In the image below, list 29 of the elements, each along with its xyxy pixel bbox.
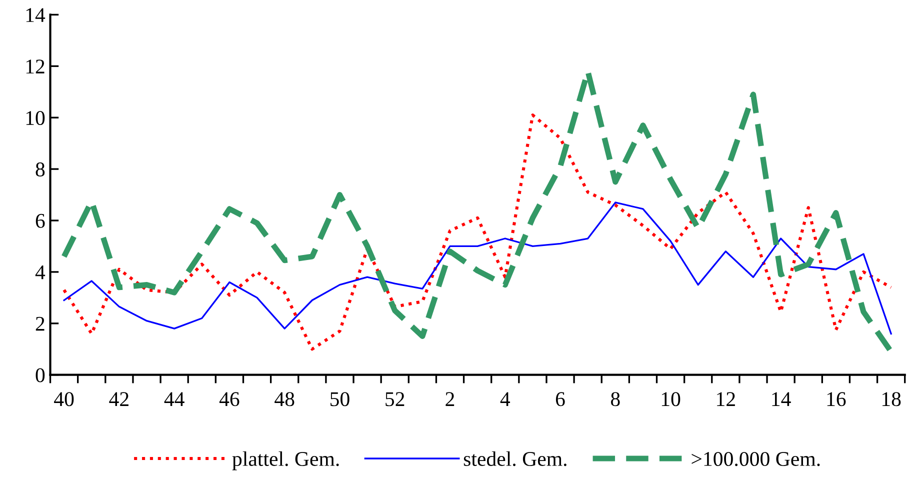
x-tick-label: 10	[662, 392, 680, 406]
x-tick-label: 50	[330, 392, 350, 406]
x-tick-label: 16	[827, 392, 846, 406]
x-tick-label: 2	[446, 392, 454, 406]
y-tick-label: 0	[36, 368, 45, 382]
legend-label: >100.000 Gem.	[692, 452, 820, 466]
legend-label: plattel. Gem.	[232, 451, 339, 470]
x-tick-label: 8	[610, 392, 620, 406]
x-tick-label: 46	[219, 392, 240, 406]
x-tick-label: 42	[109, 392, 128, 406]
line-series	[62, 114, 893, 351]
legend-label: stedel. Gem.	[464, 451, 566, 466]
x-tick-label: 18	[882, 392, 901, 406]
y-tick-label: 2	[36, 316, 44, 331]
x-tick-label: 14	[772, 392, 791, 406]
x-tick-label: 44	[164, 392, 184, 406]
x-tick-label: 52	[386, 392, 404, 406]
x-tick-label: 4	[500, 392, 510, 406]
y-tick-label: 8	[36, 162, 45, 176]
y-tick-label: 6	[36, 214, 45, 228]
y-tick-label: 14	[26, 8, 46, 22]
x-tick-label: 12	[717, 392, 735, 406]
x-tick-label: 6	[556, 392, 565, 406]
x-tick-label: 48	[274, 392, 294, 406]
y-tick-label: 10	[26, 110, 45, 126]
line-series	[63, 202, 892, 335]
y-tick-label: 12	[26, 60, 44, 74]
x-tick-label: 40	[54, 392, 74, 406]
y-tick-label: 4	[35, 265, 46, 280]
